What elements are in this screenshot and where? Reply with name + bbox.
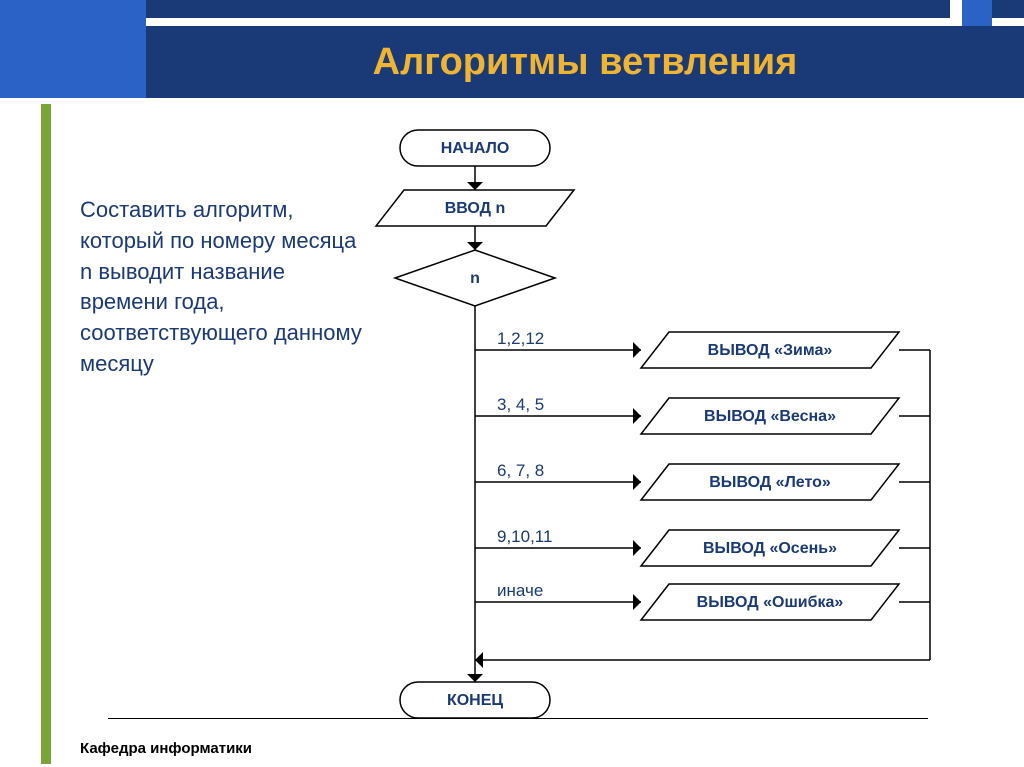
node-out1: ВЫВОД «Зима» — [641, 332, 899, 368]
node-out4: ВЫВОД «Осень» — [641, 530, 899, 566]
svg-text:ВЫВОД «Весна»: ВЫВОД «Весна» — [704, 408, 836, 425]
svg-text:НАЧАЛО: НАЧАЛО — [441, 140, 510, 157]
bottom-divider — [108, 718, 928, 719]
node-out5: ВЫВОД «Ошибка» — [641, 584, 899, 620]
flowchart-svg: 1,2,12 3, 4, 5 6, 7, 8 9,10,11 иначе НАЧАЛО ВВ… — [0, 0, 1024, 767]
svg-text:3, 4, 5: 3, 4, 5 — [497, 395, 544, 414]
node-out3: ВЫВОД «Лето» — [641, 464, 899, 500]
node-start: НАЧАЛО — [400, 130, 550, 166]
svg-text:КОНЕЦ: КОНЕЦ — [447, 692, 503, 709]
svg-text:6, 7, 8: 6, 7, 8 — [497, 461, 544, 480]
svg-text:9,10,11: 9,10,11 — [497, 527, 552, 546]
node-input: ВВОД n — [376, 190, 574, 226]
svg-text:ВЫВОД «Лето»: ВЫВОД «Лето» — [709, 474, 831, 491]
svg-text:n: n — [470, 270, 480, 287]
footer-text: Кафедра информатики — [80, 740, 252, 757]
svg-text:иначе: иначе — [497, 581, 543, 600]
svg-text:1,2,12: 1,2,12 — [497, 329, 544, 348]
svg-text:ВЫВОД «Осень»: ВЫВОД «Осень» — [703, 540, 837, 557]
node-decision: n — [395, 250, 555, 306]
svg-text:ВЫВОД «Зима»: ВЫВОД «Зима» — [708, 342, 833, 359]
node-end: КОНЕЦ — [400, 682, 550, 718]
node-out2: ВЫВОД «Весна» — [641, 398, 899, 434]
svg-text:ВЫВОД «Ошибка»: ВЫВОД «Ошибка» — [697, 594, 844, 611]
svg-text:ВВОД n: ВВОД n — [445, 200, 506, 217]
